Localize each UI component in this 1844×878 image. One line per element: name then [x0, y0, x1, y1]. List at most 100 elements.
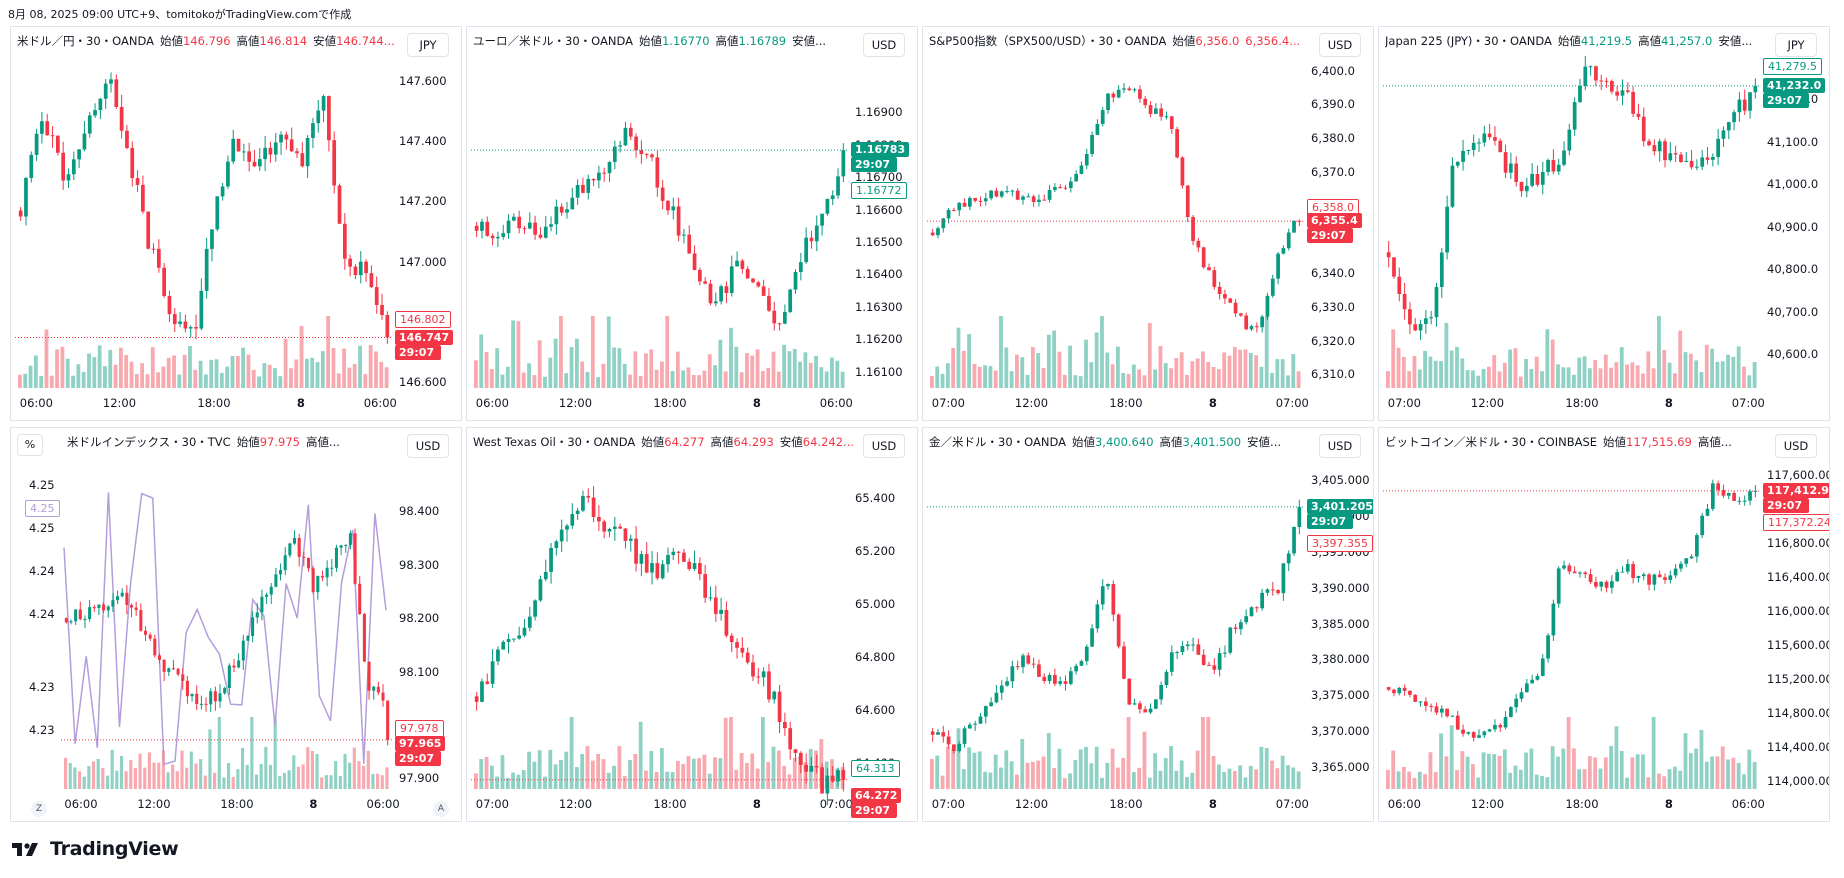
zoom-reset-button[interactable]: Z — [31, 801, 47, 817]
volume-bar — [1502, 749, 1507, 789]
candle-body — [1228, 627, 1233, 653]
auto-scale-button[interactable]: A — [433, 801, 449, 817]
volume-bar — [718, 758, 723, 789]
candle-body — [1705, 157, 1710, 160]
currency-button[interactable]: USD — [1319, 33, 1361, 57]
symbol-name[interactable]: 金／米ドル・30・OANDA — [929, 435, 1066, 449]
volume-bar — [329, 775, 333, 789]
candle-body — [1074, 665, 1078, 672]
symbol-legend[interactable]: S&P500指数（SPX500/USD）・30・OANDA 始値6,356.0 6,… — [929, 33, 1305, 49]
volume-bar — [505, 366, 510, 388]
percent-scale-button[interactable]: % — [17, 434, 43, 456]
symbol-name[interactable]: ユーロ／米ドル・30・OANDA — [473, 34, 633, 48]
chart-panel-dxy[interactable]: 米ドルインデックス・30・TVC 始値97.975 高値...% USD 98.400 9… — [10, 427, 462, 822]
candle-body — [1742, 99, 1747, 111]
symbol-name[interactable]: 米ドル／円・30・OANDA — [17, 34, 154, 48]
currency-button[interactable]: USD — [407, 434, 449, 458]
symbol-legend[interactable]: West Texas Oil・30・OANDA 始値64.277 高値64.293 安… — [473, 434, 855, 450]
symbol-name[interactable]: West Texas Oil・30・OANDA — [473, 435, 636, 449]
volume-bar — [590, 316, 595, 388]
symbol-legend[interactable]: 金／米ドル・30・OANDA 始値3,400.640 高値3,401.500 安値..… — [929, 434, 1286, 450]
symbol-legend[interactable]: ユーロ／米ドル・30・OANDA 始値1.16770 高値1.16789 安値... — [473, 33, 831, 49]
chart-panel-eurusd[interactable]: ユーロ／米ドル・30・OANDA 始値1.16770 高値1.16789 安値... U… — [466, 26, 918, 421]
volume-bar — [119, 755, 124, 789]
candle-body — [1524, 185, 1529, 192]
plot-area[interactable] — [467, 428, 918, 822]
volume-bar — [628, 374, 632, 388]
candle-body — [1132, 89, 1137, 91]
volume-bar — [77, 771, 82, 789]
candle-body — [311, 123, 315, 138]
plot-area[interactable] — [1379, 428, 1830, 822]
volume-bar — [299, 326, 304, 388]
volume-bar — [1428, 752, 1433, 789]
volume-bar — [1683, 733, 1688, 789]
chart-panel-jp225[interactable]: Japan 225 (JPY)・30・OANDA 始値41,219.5 高値41,2… — [1378, 26, 1830, 421]
symbol-name[interactable]: S&P500指数（SPX500/USD）・30・OANDA — [929, 34, 1167, 48]
volume-bar — [1004, 750, 1009, 789]
symbol-name[interactable]: ビットコイン／米ドル・30・COINBASE — [1385, 435, 1598, 449]
plot-area[interactable] — [923, 428, 1374, 822]
volume-bar — [1073, 375, 1078, 388]
price-axis-label: 64.600 — [855, 702, 896, 717]
chart-panel-spx[interactable]: S&P500指数（SPX500/USD）・30・OANDA 始値6,356.0 6,… — [922, 26, 1374, 421]
currency-button[interactable]: USD — [863, 33, 905, 57]
chart-panel-wti[interactable]: West Texas Oil・30・OANDA 始値64.277 高値64.293 安… — [466, 427, 918, 822]
price-axis-label: 116,800.00 — [1767, 535, 1830, 550]
time-axis-label: 06:00 — [819, 396, 853, 410]
plot-area[interactable] — [467, 27, 918, 421]
volume-bar — [108, 349, 113, 388]
candle-body — [64, 618, 68, 623]
volume-bar — [1259, 746, 1264, 789]
ohlc-value: 3,400.640 — [1094, 435, 1154, 449]
candle-body — [793, 272, 798, 290]
volume-bar — [702, 370, 707, 388]
currency-button[interactable]: USD — [1775, 434, 1817, 458]
candle-body — [1519, 181, 1524, 192]
symbol-name[interactable]: Japan 225 (JPY)・30・OANDA — [1385, 34, 1552, 48]
volume-bar — [940, 775, 945, 789]
volume-bar — [1222, 352, 1227, 388]
volume-bar — [171, 764, 175, 789]
volume-bar — [585, 746, 590, 789]
chart-panel-usdjpy[interactable]: 米ドル／円・30・OANDA 始値146.796 高値146.814 安値146.74… — [10, 26, 462, 421]
candle-body — [978, 200, 983, 202]
volume-bar — [739, 753, 744, 789]
candle-body — [756, 676, 761, 678]
candle-body — [527, 616, 532, 628]
volume-bar — [1561, 748, 1566, 789]
currency-button[interactable]: USD — [863, 434, 905, 458]
candle-body — [628, 538, 633, 541]
currency-button[interactable]: JPY — [407, 33, 449, 57]
volume-bar — [1540, 371, 1544, 388]
price-axis-label: 114,800.00 — [1767, 705, 1830, 720]
candle-body — [1726, 493, 1731, 496]
chart-panel-xauusd[interactable]: 金／米ドル・30・OANDA 始値3,400.640 高値3,401.500 安値..… — [922, 427, 1374, 822]
candle-body — [1397, 276, 1402, 294]
volume-bar — [553, 338, 558, 388]
volume-bar — [1163, 758, 1168, 789]
currency-button[interactable]: JPY — [1775, 33, 1817, 57]
plot-area[interactable] — [11, 27, 462, 421]
time-axis-label: 8 — [752, 396, 761, 410]
candle-body — [793, 749, 798, 753]
currency-button[interactable]: USD — [1319, 434, 1361, 458]
plot-area[interactable] — [923, 27, 1374, 421]
volume-bar — [1747, 375, 1752, 388]
symbol-legend[interactable]: 米ドル／円・30・OANDA 始値146.796 高値146.814 安値146.74… — [17, 33, 399, 49]
plot-area[interactable] — [11, 428, 462, 822]
chart-panel-btcusd[interactable]: ビットコイン／米ドル・30・COINBASE 始値117,515.69 高値... U… — [1378, 427, 1830, 822]
plot-area[interactable] — [1379, 27, 1830, 421]
candle-body — [1164, 671, 1169, 685]
candle-body — [1201, 654, 1206, 665]
symbol-name[interactable]: 米ドルインデックス・30・TVC — [67, 435, 231, 449]
symbol-legend[interactable]: Japan 225 (JPY)・30・OANDA 始値41,219.5 高値41,2… — [1385, 33, 1757, 49]
candle-body — [199, 290, 204, 329]
symbol-legend[interactable]: 米ドルインデックス・30・TVC 始値97.975 高値... — [67, 434, 344, 450]
volume-bar — [294, 359, 299, 388]
symbol-legend[interactable]: ビットコイン／米ドル・30・COINBASE 始値117,515.69 高値... — [1385, 434, 1736, 450]
candle-body — [825, 775, 830, 794]
time-axis-label: 18:00 — [1565, 396, 1599, 410]
time-axis-label: 12:00 — [558, 797, 593, 811]
candle-body — [650, 563, 654, 573]
